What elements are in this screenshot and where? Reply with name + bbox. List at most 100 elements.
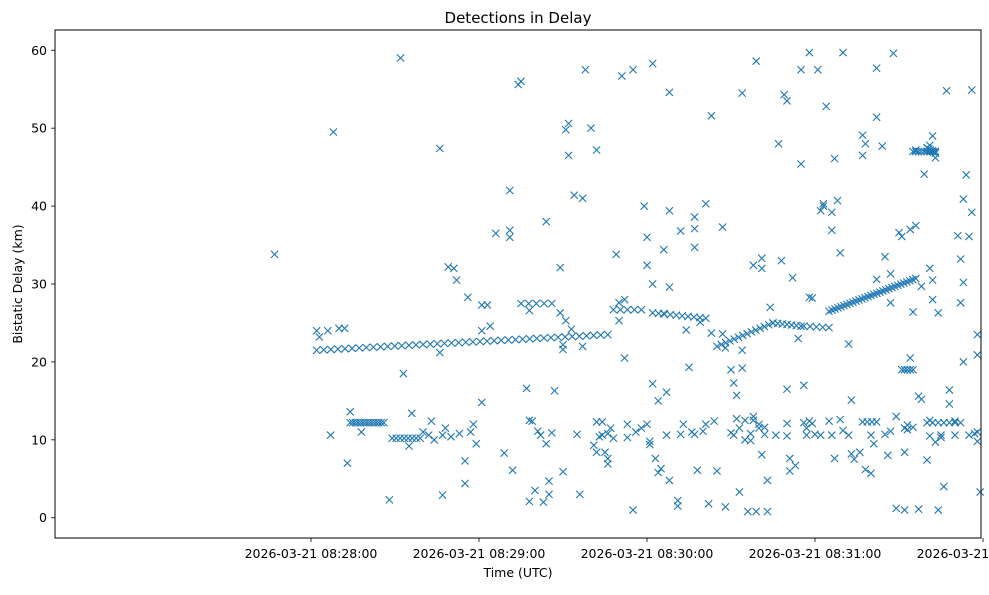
data-point [931,147,940,156]
data-point [532,334,541,343]
data-point [889,49,898,58]
data-point [816,431,825,440]
data-point [967,86,976,94]
data-point [911,221,920,230]
data-point [783,419,791,428]
data-point [329,128,338,137]
data-point [734,333,743,342]
data-point [400,434,409,443]
data-point [399,369,408,378]
data-point [738,364,747,373]
x-tick-label: 2026-03-21 08:32:00 [917,546,989,561]
data-point [931,149,940,158]
data-point [379,418,388,427]
data-point [546,333,555,342]
data-point [319,345,328,354]
data-point [965,232,973,241]
data-point [637,424,646,433]
data-point [746,429,755,438]
data-point [710,417,719,426]
data-point [542,439,551,448]
data-point [601,448,609,457]
data-point [461,479,469,488]
data-point [830,154,839,163]
data-point [679,420,688,429]
data-point [755,420,763,429]
data-point [539,334,548,343]
data-point [883,451,892,460]
data-point [592,145,601,154]
data-point [620,295,629,304]
data-point [620,354,629,363]
data-point [587,124,595,133]
data-point [528,417,537,426]
data-point [844,431,853,440]
data-point [490,336,499,345]
data-point [564,119,573,128]
data-point [861,139,870,148]
data-point [973,437,982,446]
data-point [701,199,710,208]
data-point [920,147,929,156]
data-point [732,391,741,400]
data-point [355,343,364,352]
data-point [475,337,484,346]
data-point [959,278,968,287]
data-point [376,342,385,351]
data-point [659,245,668,254]
data-point [427,417,436,426]
data-point [440,339,449,348]
data-point [357,428,366,437]
data-point [408,434,417,443]
data-point [598,417,607,426]
data-point [412,434,421,443]
data-point [643,233,651,242]
y-tick-label: 10 [31,432,47,447]
data-point [346,407,355,416]
data-point [511,335,520,344]
data-point [362,343,371,352]
data-point [869,439,878,448]
data-point [847,396,856,405]
data-point [690,213,699,221]
data-point [751,326,760,335]
data-point [735,488,744,497]
data-point [850,455,859,464]
data-point [914,505,923,514]
data-point [909,147,917,156]
data-point [813,65,822,74]
data-point [951,431,959,440]
data-point [892,504,901,513]
data-point [606,424,615,433]
data-point [802,424,811,433]
data-point [575,490,584,499]
data-point [640,202,649,211]
data-point [609,305,618,314]
data-point [419,340,428,349]
data-point [524,299,533,308]
data-point [900,448,909,457]
data-point [783,385,791,394]
data-point [517,77,525,86]
data-point [867,431,875,440]
data-point [812,322,821,331]
data-point [797,160,805,169]
data-point [973,330,982,339]
data-point [369,343,378,352]
data-point [704,499,713,508]
data-point [771,431,780,440]
data-point [816,206,825,215]
data-point [454,338,463,347]
data-point [886,298,895,307]
data-point [412,340,421,349]
y-tick-label: 0 [39,510,47,525]
data-point [914,147,923,156]
data-point [556,263,565,272]
data-point [461,338,470,347]
data-point [654,468,663,477]
data-point [718,329,727,338]
data-point [447,432,455,441]
data-point [738,331,747,340]
data-point [648,280,657,288]
data-point [827,431,836,440]
